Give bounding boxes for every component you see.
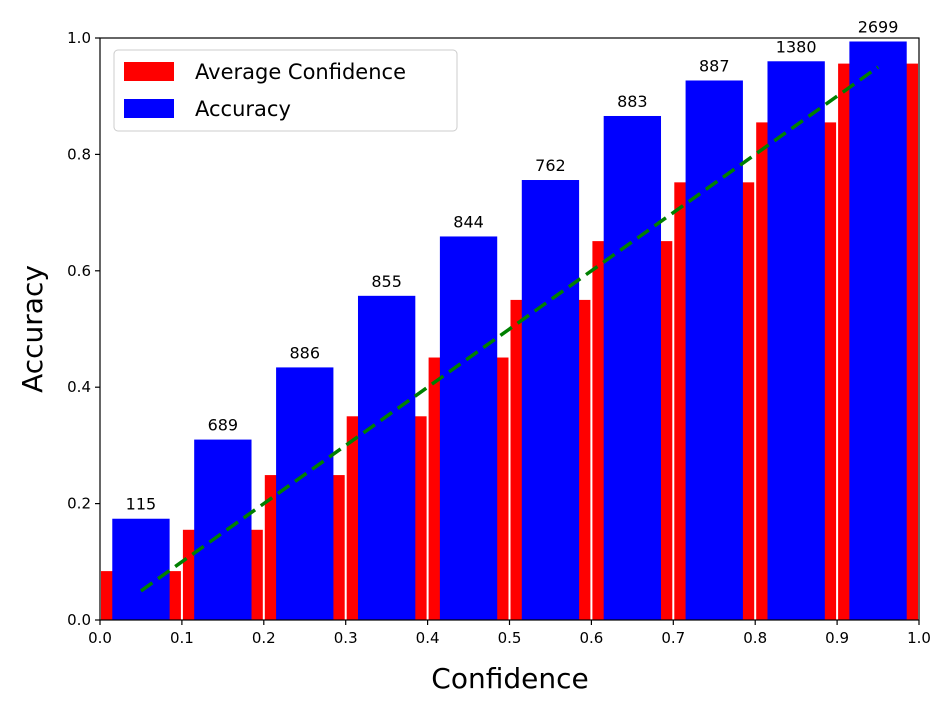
accuracy-bar (521, 180, 580, 620)
count-label: 1380 (776, 37, 817, 56)
y-axis-ticks: 0.0 0.2 0.4 0.6 0.8 1.0 (67, 29, 100, 629)
accuracy-bar (357, 295, 416, 620)
x-tick-label: 0.1 (170, 629, 194, 647)
x-tick-label: 0.5 (498, 629, 522, 647)
accuracy-bar (276, 367, 334, 620)
x-tick-label: 0.4 (416, 629, 440, 647)
y-tick-label: 0.4 (67, 378, 91, 396)
count-label: 844 (453, 212, 484, 231)
x-tick-label: 0.0 (88, 629, 112, 647)
reference-line-group (139, 65, 880, 593)
y-tick-label: 1.0 (67, 29, 91, 47)
accuracy-bar (849, 41, 907, 620)
legend-label-accuracy: Accuracy (195, 97, 291, 121)
legend: Average Confidence Accuracy (113, 49, 458, 132)
x-tick-label: 0.8 (743, 629, 767, 647)
legend-swatch-accuracy (124, 99, 174, 118)
x-tick-label: 0.6 (579, 629, 603, 647)
count-label: 883 (617, 92, 648, 111)
y-axis-title: Accuracy (16, 265, 49, 393)
legend-frame (113, 49, 458, 132)
accuracy-bar (767, 61, 825, 620)
y-tick-label: 0.2 (67, 495, 91, 513)
count-label: 887 (699, 56, 730, 75)
x-tick-label: 0.9 (825, 629, 849, 647)
accuracy-bar (685, 80, 743, 620)
count-label: 886 (289, 343, 320, 362)
y-tick-label: 0.8 (67, 145, 91, 163)
count-label: 855 (371, 272, 402, 291)
count-label: 762 (535, 156, 566, 175)
count-label: 2699 (858, 17, 899, 36)
x-tick-label: 0.3 (334, 629, 358, 647)
count-label: 115 (126, 495, 157, 514)
x-axis-ticks: 0.0 0.1 0.2 0.3 0.4 0.5 0.6 0.7 0.8 0.9 1.0 (88, 620, 931, 647)
accuracy-bar (194, 439, 252, 620)
legend-swatch-average-confidence (124, 62, 174, 81)
y-tick-label: 0.0 (67, 611, 91, 629)
accuracy-bars (112, 41, 907, 620)
count-label: 689 (208, 416, 239, 435)
accuracy-bar (112, 518, 170, 620)
accuracy-bar (603, 115, 662, 620)
x-axis-title: Confidence (431, 662, 588, 695)
legend-label-average-confidence: Average Confidence (195, 60, 406, 84)
count-labels: 115 689 886 855 844 762 883 887 1380 2699 (126, 17, 899, 513)
x-tick-label: 0.7 (661, 629, 685, 647)
x-tick-label: 0.2 (252, 629, 276, 647)
accuracy-bar (439, 236, 498, 620)
y-tick-label: 0.6 (67, 262, 91, 280)
reference-line (139, 65, 880, 593)
x-tick-label: 1.0 (907, 629, 931, 647)
